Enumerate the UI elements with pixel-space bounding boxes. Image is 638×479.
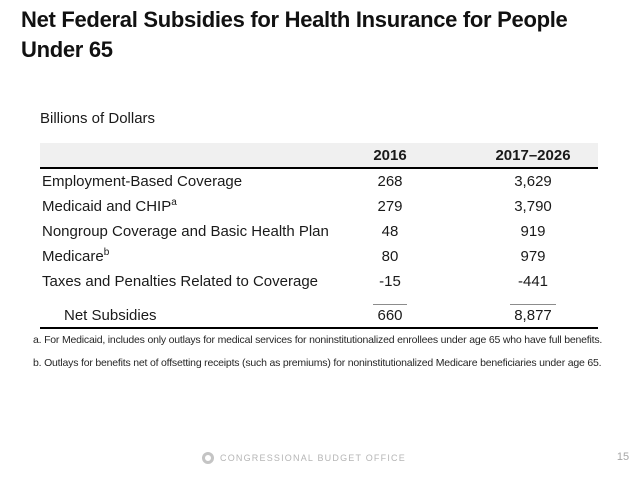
row-value-2016: 48	[381, 223, 399, 240]
subsidies-table-wrapper: 2016 2017–2026 Employment-Based Coverage…	[40, 143, 598, 329]
cbo-ring-icon	[202, 452, 214, 464]
units-label: Billions of Dollars	[40, 110, 156, 127]
footnote-marker: a	[171, 197, 177, 208]
row-value-2017-2026: 8,877	[450, 294, 598, 329]
table-row: Nongroup Coverage and Basic Health Plan …	[40, 219, 598, 244]
footnote-marker: b	[103, 247, 110, 258]
table-row: Medicaid and CHIPa 279 3,790	[40, 194, 598, 219]
table-row: Medicareb 80 979	[40, 244, 598, 269]
footnote-b: b. Outlays for benefits net of offsettin…	[33, 357, 602, 369]
row-label: Net Subsidies	[40, 294, 330, 329]
slide-title: Net Federal Subsidies for Health Insuran…	[21, 7, 568, 62]
subsidies-table: 2016 2017–2026 Employment-Based Coverage…	[40, 143, 598, 329]
row-value-2016: 268	[377, 173, 403, 190]
row-value-2016: -15	[379, 273, 401, 290]
table-body: Employment-Based Coverage 268 3,629 Medi…	[40, 168, 598, 329]
header-2017-2026: 2017–2026	[450, 143, 598, 169]
row-label: Taxes and Penalties Related to Coverage	[42, 273, 319, 290]
row-value-2017-2026: 3,790	[514, 198, 552, 215]
row-value-2016: 279	[377, 198, 403, 215]
header-category	[40, 143, 330, 169]
header-2016: 2016	[330, 143, 450, 169]
table-row: Taxes and Penalties Related to Coverage …	[40, 269, 598, 294]
row-value-2017-2026: 3,629	[514, 173, 552, 190]
row-value-2017-2026: -441	[517, 273, 549, 290]
row-label: Employment-Based Coverage	[42, 173, 243, 190]
row-label: Nongroup Coverage and Basic Health Plan	[42, 223, 329, 240]
footer-organization: CONGRESSIONAL BUDGET OFFICE	[220, 453, 406, 463]
footnote-a: a. For Medicaid, includes only outlays f…	[33, 334, 603, 346]
row-value-2017-2026: 979	[520, 248, 546, 265]
row-value-2017-2026: 919	[520, 223, 546, 240]
row-value-2016: 660	[330, 294, 450, 329]
row-label: Medicaid and CHIPa	[42, 197, 177, 216]
row-label: Medicareb	[42, 247, 110, 266]
page-number: 15	[616, 451, 630, 463]
table-header-row: 2016 2017–2026	[40, 143, 598, 169]
footnotes: a. For Medicaid, includes only outlays f…	[33, 334, 611, 380]
row-value-2016: 80	[381, 248, 399, 265]
table-row: Employment-Based Coverage 268 3,629	[40, 168, 598, 194]
table-header: 2016 2017–2026	[40, 143, 598, 169]
table-row: Net Subsidies 660 8,877	[40, 294, 598, 329]
